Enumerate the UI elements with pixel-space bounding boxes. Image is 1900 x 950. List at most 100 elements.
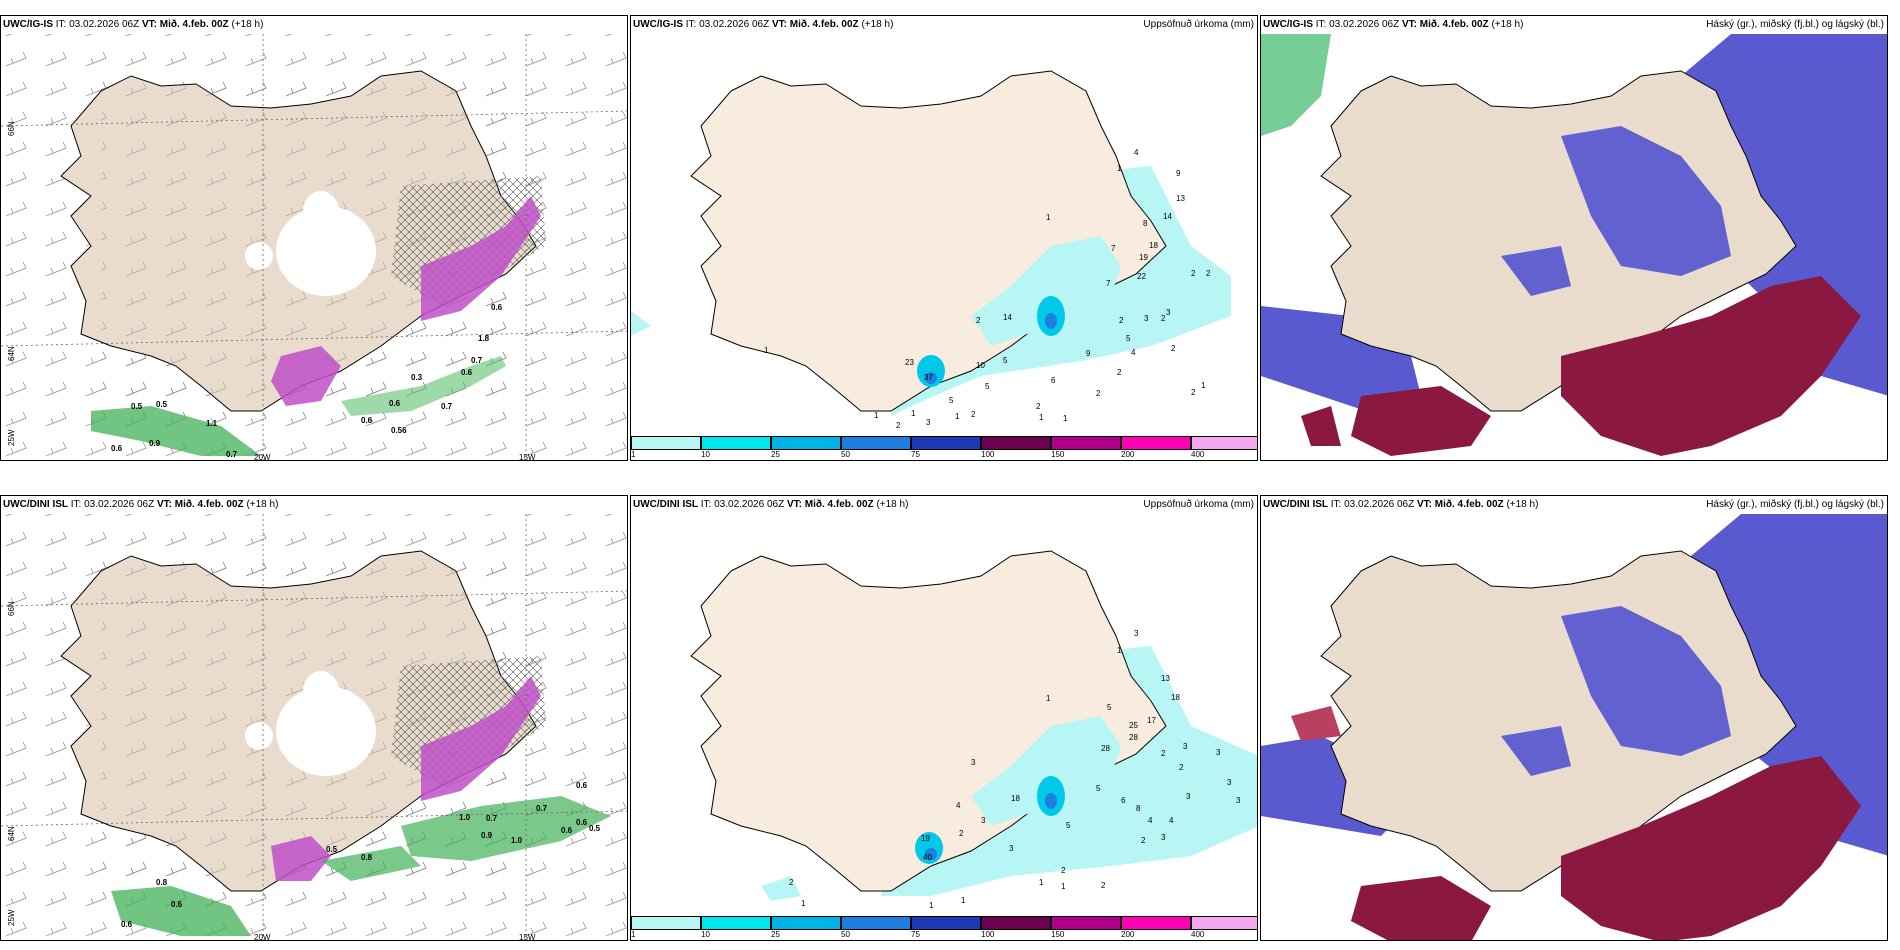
wind-value: 0.7	[536, 804, 548, 813]
colorbar-swatch	[701, 916, 771, 930]
precip-value: 3	[1227, 778, 1232, 787]
precip-value: 1	[1046, 694, 1051, 703]
wind-value: 0.7	[486, 814, 498, 823]
precip-value: 8	[1136, 804, 1141, 813]
cloud-title: Háský (gr.), miðský (fj.bl.) og lágský (…	[1706, 499, 1884, 510]
wind-green-streaks	[91, 406, 261, 456]
colorbar-label: 50	[841, 450, 850, 459]
wind-value: 0.6	[111, 444, 123, 453]
lat-label-64: 64N	[7, 346, 16, 361]
colorbar-label: 50	[841, 930, 850, 939]
precip-value: 3	[1236, 796, 1241, 805]
colorbar-label: 75	[911, 930, 920, 939]
colorbar-label: 25	[771, 930, 780, 939]
colorbar-swatch	[771, 436, 841, 450]
panel-title: UWC/IG-IS IT: 03.02.2026 06Z VT: Mið. 4.…	[1263, 19, 1524, 30]
precip-value: 2	[1119, 316, 1124, 325]
colorbar-swatch	[631, 436, 701, 450]
precip-value: 1	[929, 901, 934, 910]
wind-value: 0.6	[171, 900, 183, 909]
colorbar-swatch	[841, 916, 911, 930]
precip-value: 5	[949, 396, 954, 405]
precip-value: 1	[764, 346, 769, 355]
wind-value: 0.5	[326, 845, 338, 854]
colorbar-swatch	[771, 916, 841, 930]
precip-value: 2	[1117, 368, 1122, 377]
colorbar-label: 1	[631, 450, 636, 459]
precip-value: 3	[1134, 629, 1139, 638]
precip-value: 3	[1166, 308, 1171, 317]
lon-label-15: 15W	[519, 933, 536, 941]
precip-value: 6	[1051, 376, 1056, 385]
precip-value: 1	[955, 412, 960, 421]
lon-label-25: 25W	[7, 429, 16, 446]
precip-value: 5	[1003, 356, 1008, 365]
precip-value: 1	[1063, 414, 1068, 423]
precip-value: 2	[1061, 866, 1066, 875]
precip-value: 3	[981, 816, 986, 825]
lon-label-25: 25W	[7, 909, 16, 926]
wind-value: 0.6	[389, 399, 401, 408]
colorbar-label: 200	[1121, 450, 1135, 459]
wind-value: 1.1	[206, 419, 218, 428]
precip-value: 2	[789, 878, 794, 887]
precip-value: 13	[1161, 674, 1170, 683]
colorbar-label: 100	[981, 930, 995, 939]
precip-value: 22	[1137, 272, 1146, 281]
colorbar-label: 400	[1191, 450, 1205, 459]
wind-value: 0.9	[481, 831, 493, 840]
colorbar: 1 10 25 50 75 100 150 200 400	[631, 434, 1257, 460]
colorbar-swatch	[841, 436, 911, 450]
precip-value: 2	[1036, 402, 1041, 411]
precip-value: 2	[976, 316, 981, 325]
precip-value: 4	[1131, 348, 1136, 357]
precip-value: 2	[1179, 763, 1184, 772]
precip-value: 5	[985, 382, 990, 391]
lat-label-64: 64N	[7, 826, 16, 841]
wind-value: 0.6	[491, 303, 503, 312]
panel-cloud-top: UWC/IG-IS IT: 03.02.2026 06Z VT: Mið. 4.…	[1260, 15, 1888, 461]
precip-value: 7	[1111, 244, 1116, 253]
colorbar-swatch	[1191, 436, 1257, 450]
colorbar-label: 100	[981, 450, 995, 459]
precip-value: 37	[924, 373, 933, 382]
wind-value: 1.8	[478, 334, 490, 343]
precip-value: 9	[1176, 169, 1181, 178]
precip-value: 9	[1086, 349, 1091, 358]
precip-value: 23	[905, 358, 914, 367]
wind-value: 0.7	[226, 450, 238, 459]
precip-value: 25	[1129, 721, 1138, 730]
wind-value: 0.5	[131, 402, 143, 411]
precip-value: 2	[1141, 836, 1146, 845]
lon-label-20: 20W	[254, 453, 271, 461]
panel-title: UWC/IG-IS IT: 03.02.2026 06Z VT: Mið. 4.…	[3, 19, 264, 30]
precip-value: 3	[1183, 742, 1188, 751]
precip-value: 10	[976, 361, 985, 370]
cloud-map	[1261, 34, 1887, 456]
precip-value: 17	[1147, 716, 1156, 725]
lon-label-20: 20W	[254, 933, 271, 941]
precip-value: 19	[921, 834, 930, 843]
precip-value: 28	[1129, 733, 1138, 742]
precip-value: 40	[923, 853, 932, 862]
panel-title: UWC/DINI ISL IT: 03.02.2026 06Z VT: Mið.…	[1263, 499, 1539, 510]
lat-label-66: 66N	[7, 601, 16, 616]
colorbar-label: 25	[771, 450, 780, 459]
precip-value: 1	[1117, 164, 1122, 173]
precip-value: 18	[1149, 241, 1158, 250]
precip-value: 3	[1216, 748, 1221, 757]
precip-title: Uppsöfnuð úrkoma (mm)	[1143, 19, 1254, 30]
precip-value: 2	[1161, 314, 1166, 323]
precip-value: 14	[1163, 212, 1172, 221]
colorbar-label: 400	[1191, 930, 1205, 939]
wind-value: 0.6	[461, 368, 473, 377]
colorbar-label: 200	[1121, 930, 1135, 939]
precip-value: 3	[1186, 792, 1191, 801]
precip-value: 19	[1139, 253, 1148, 262]
precip-value: 3	[926, 418, 931, 427]
precip-value: 3	[1144, 314, 1149, 323]
colorbar: 1 10 25 50 75 100 150 200 400	[631, 914, 1257, 940]
wind-value: 0.56	[391, 426, 407, 435]
wind-value: 0.3	[411, 373, 423, 382]
precip-value: 4	[1148, 816, 1153, 825]
